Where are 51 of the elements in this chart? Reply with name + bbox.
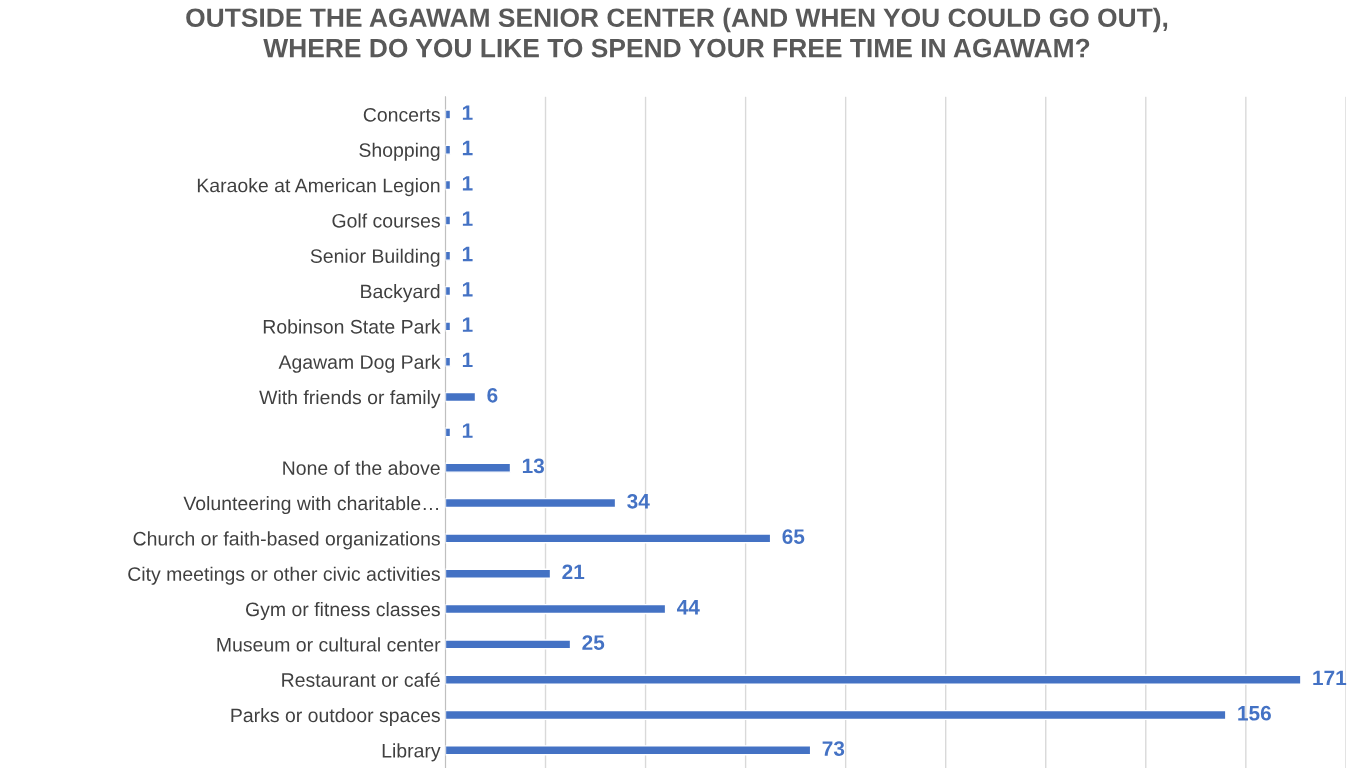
y-tick-label: Restaurant or café xyxy=(282,672,440,687)
y-tick-label: City meetings or other civic activities xyxy=(128,566,440,585)
y-tick-label: Agawam Dog Park xyxy=(278,354,441,373)
data-label: 1 xyxy=(462,176,473,191)
data-label: 6 xyxy=(487,387,498,403)
data-label: 1 xyxy=(462,317,473,332)
data-label: 1 xyxy=(462,423,473,438)
bar xyxy=(445,639,572,650)
data-label: 171 xyxy=(1313,670,1347,686)
bar xyxy=(445,674,1302,685)
y-tick-label: None of the above xyxy=(283,460,440,475)
bar xyxy=(445,533,772,544)
bar xyxy=(445,109,452,120)
y-tick-label: Senior Building xyxy=(310,248,440,267)
y-tick-label: Backyard xyxy=(361,284,440,303)
data-label: 1 xyxy=(462,105,473,120)
y-tick-label: Robinson State Park xyxy=(263,319,441,334)
data-label: 34 xyxy=(627,493,650,509)
data-label: 1 xyxy=(462,352,473,368)
data-label: 73 xyxy=(822,741,845,756)
data-label: 44 xyxy=(676,600,700,615)
bar xyxy=(445,745,812,756)
data-label: 156 xyxy=(1238,705,1271,721)
data-label: 13 xyxy=(522,458,545,474)
y-tick-label: Volunteering with charitable… xyxy=(183,495,438,515)
data-label: 1 xyxy=(462,246,473,262)
bar xyxy=(445,321,452,332)
y-tick-label: Concerts xyxy=(363,107,440,122)
data-label: 1 xyxy=(462,140,473,156)
data-label: 1 xyxy=(462,282,473,297)
data-label: 21 xyxy=(562,564,585,580)
bar xyxy=(445,709,1227,721)
data-label: 25 xyxy=(582,635,605,650)
y-tick-label: Karaoke at American Legion xyxy=(197,178,440,197)
y-tick-label: Library xyxy=(382,743,441,762)
bar xyxy=(445,568,552,579)
y-tick-label: Shopping xyxy=(359,142,440,161)
chart-title: OUTSIDE THE AGAWAM SENIOR CENTER (AND WHEN YOU COULD GO OUT), WHERE DO YOU LIKE TO SPEND YOUR FREE TIME IN AGAWAM? xyxy=(186,7,1168,58)
bar xyxy=(445,462,512,473)
y-tick-label: Museum or cultural center xyxy=(217,637,441,652)
data-label: 1 xyxy=(462,211,473,226)
y-tick-label: Gym or fitness classes xyxy=(246,601,440,621)
y-tick-label: Golf courses xyxy=(332,213,440,228)
bar xyxy=(445,215,452,226)
bar xyxy=(445,391,477,403)
data-label: 65 xyxy=(782,529,805,544)
y-tick-label: Parks or outdoor spaces xyxy=(231,707,440,727)
y-tick-label: With friends or family xyxy=(259,390,441,409)
bar xyxy=(445,497,617,509)
bar xyxy=(445,603,667,615)
y-tick-label: Church or faith-based organizations xyxy=(133,531,440,550)
